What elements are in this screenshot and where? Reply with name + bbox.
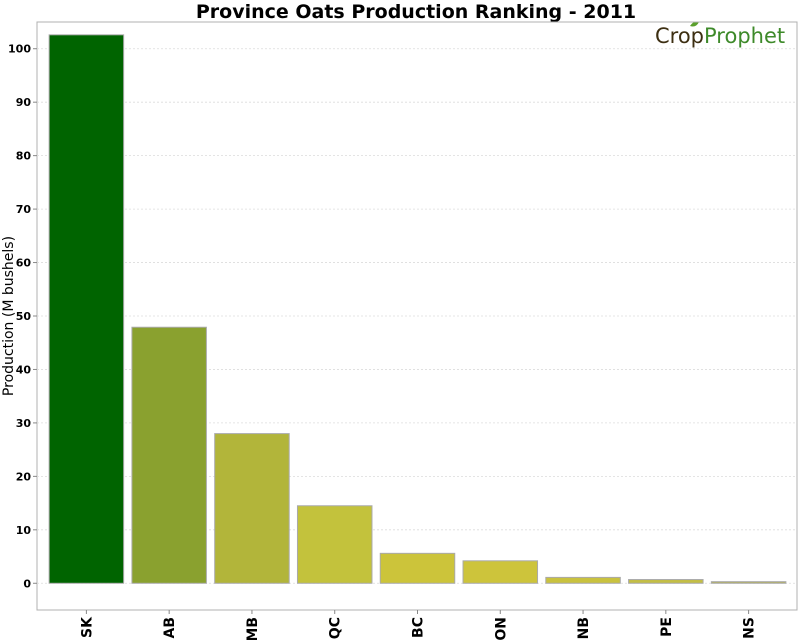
x-tick-label-nb: NB xyxy=(576,617,592,639)
x-tick-label-pe: PE xyxy=(659,617,675,637)
bar-mb xyxy=(214,433,290,584)
y-tick-label: 60 xyxy=(16,257,32,270)
y-tick-label: 80 xyxy=(16,150,32,163)
bar-nb xyxy=(545,576,621,584)
bars xyxy=(48,34,787,584)
x-tick-label-bc: BC xyxy=(411,617,427,638)
x-tick-label-sk: SK xyxy=(79,616,95,638)
bar-on xyxy=(462,560,539,584)
bar-ab xyxy=(131,326,207,584)
y-tick-label: 100 xyxy=(8,43,31,56)
bar-qc xyxy=(296,505,373,584)
bar-ns xyxy=(710,581,787,584)
y-tick-label: 90 xyxy=(16,96,32,109)
y-tick-label: 50 xyxy=(16,310,32,323)
y-tick-label: 70 xyxy=(16,203,32,216)
y-tick-label: 30 xyxy=(16,417,32,430)
x-tick-label-ab: AB xyxy=(162,617,178,639)
bar-bc xyxy=(379,552,456,584)
x-axis-ticks: SK AB MB QC BC ON NB PE NS xyxy=(79,610,758,640)
x-tick-label-mb: MB xyxy=(245,617,261,640)
y-tick-label: 20 xyxy=(16,470,32,483)
bar-sk xyxy=(48,34,125,584)
y-tick-label: 40 xyxy=(16,363,32,376)
logo-text-prophet: Prophet xyxy=(704,24,785,48)
bar-pe xyxy=(628,579,704,584)
cropprophet-logo: CropProphet xyxy=(655,21,785,48)
x-tick-label-on: ON xyxy=(493,617,509,640)
leaf-icon xyxy=(690,21,699,27)
x-tick-label-qc: QC xyxy=(328,617,344,639)
logo-text-crop: Crop xyxy=(655,24,704,48)
y-tick-label: 0 xyxy=(23,577,31,590)
y-tick-label: 10 xyxy=(16,524,32,537)
y-axis-label: Production (M bushels) xyxy=(1,236,17,396)
chart-title: Province Oats Production Ranking - 2011 xyxy=(196,1,636,23)
svg-text:CropProphet: CropProphet xyxy=(655,24,785,48)
x-tick-label-ns: NS xyxy=(742,617,758,639)
y-axis-ticks: 0 10 20 30 40 50 60 70 80 90 100 xyxy=(8,43,37,590)
